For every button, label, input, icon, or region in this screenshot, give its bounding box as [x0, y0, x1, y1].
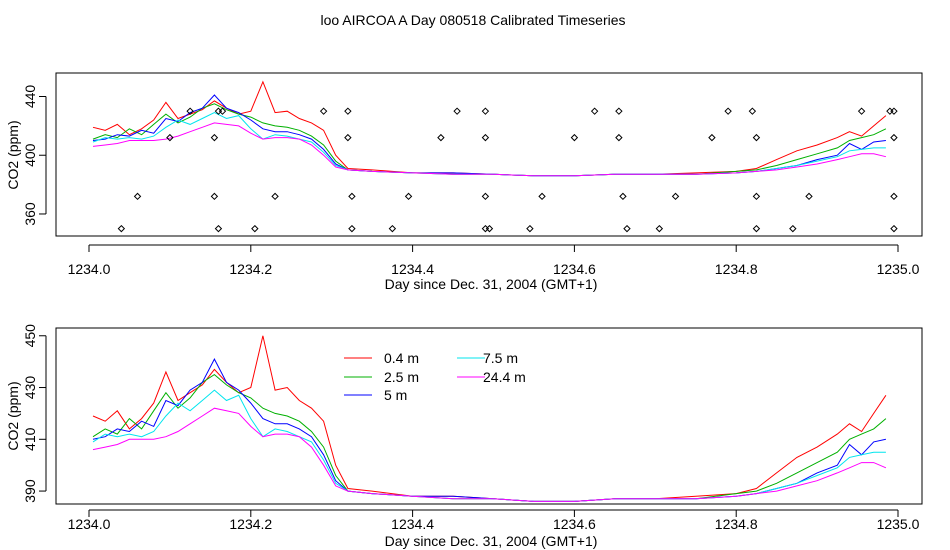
top-marker-point — [623, 224, 631, 233]
top-marker-point — [886, 107, 894, 115]
top-marker-point — [752, 133, 761, 142]
top-marker-point — [655, 224, 664, 233]
top-plot-frame — [55, 72, 923, 237]
bottom-x-tick-label: 1234.4 — [391, 516, 434, 532]
bottom-y-tick-label: 390 — [22, 479, 38, 503]
top-marker-point — [166, 133, 174, 142]
top-marker-point — [214, 224, 223, 233]
top-x-tick-label: 1234.0 — [68, 261, 111, 277]
legend-label-s244: 24.4 m — [483, 369, 526, 385]
top-x-tick-label: 1234.8 — [715, 261, 758, 277]
top-marker-point — [485, 224, 494, 233]
top-series-line-s75 — [92, 112, 886, 177]
top-marker-point — [453, 107, 461, 115]
top-marker-point — [210, 192, 219, 201]
bottom-x-tick-label: 1235.0 — [877, 516, 920, 532]
top-marker-point — [210, 133, 219, 142]
top-marker-point — [526, 224, 534, 233]
top-series-line-s244 — [92, 122, 887, 177]
top-marker-point — [708, 133, 716, 142]
top-y-axis: 360 400 440 — [22, 85, 47, 226]
top-series-group — [92, 80, 887, 177]
bottom-plot-frame — [55, 327, 923, 505]
top-x-tick-label: 1234.4 — [391, 261, 434, 277]
bottom-y-axis-label: CO2 (ppm) — [5, 381, 21, 450]
bottom-y-tick-label: 450 — [22, 324, 38, 348]
bottom-x-tick-label: 1234.8 — [715, 516, 758, 532]
top-marker-point — [857, 107, 866, 115]
top-marker-point — [805, 192, 813, 201]
top-marker-point — [752, 224, 761, 233]
top-marker-point — [615, 107, 623, 115]
top-marker-point — [404, 192, 413, 201]
top-marker-point — [748, 107, 757, 115]
top-marker-point — [481, 224, 490, 233]
top-marker-point — [481, 133, 490, 142]
top-marker-point — [615, 133, 623, 142]
top-marker-point — [890, 133, 898, 142]
top-y-tick-label: 440 — [22, 85, 38, 109]
legend-label-s5: 5 m — [384, 387, 407, 403]
legend-label-s75: 7.5 m — [483, 350, 518, 366]
top-marker-point — [481, 192, 490, 201]
top-marker-point — [344, 133, 352, 142]
top-marker-point — [789, 224, 797, 233]
top-marker-point — [590, 107, 599, 115]
top-marker-point — [538, 192, 546, 201]
top-x-axis: 1234.0 1234.2 1234.4 1234.6 1234.8 1235.0 — [68, 244, 920, 277]
top-marker-point — [570, 133, 579, 142]
top-marker-point — [388, 224, 397, 233]
top-marker-point — [133, 192, 142, 201]
top-y-axis-label: CO2 (ppm) — [5, 120, 21, 189]
top-x-tick-label: 1234.2 — [229, 261, 272, 277]
top-marker-point — [890, 107, 898, 115]
top-marker-point — [348, 224, 356, 233]
top-marker-point — [752, 192, 761, 201]
legend: 0.4 m 2.5 m 5 m 7.5 m 24.4 m — [344, 350, 526, 403]
bottom-y-tick-label: 410 — [22, 427, 38, 451]
top-marker-point — [186, 107, 194, 115]
bottom-x-tick-label: 1234.2 — [229, 516, 272, 532]
top-marker-point — [319, 107, 328, 115]
panel-top-chart: 1234.0 1234.2 1234.4 1234.6 1234.8 1235.0 360… — [5, 72, 923, 292]
top-marker-point — [481, 107, 490, 115]
top-marker-point — [437, 133, 445, 142]
top-marker-point — [344, 107, 352, 115]
top-marker-point — [619, 192, 627, 201]
top-marker-point — [117, 224, 126, 233]
top-y-tick-label: 400 — [22, 143, 38, 167]
bottom-x-tick-label: 1234.0 — [68, 516, 111, 532]
bottom-series-line-s04 — [92, 335, 887, 502]
top-y-tick-label: 360 — [22, 202, 38, 226]
bottom-series-line-s244 — [92, 407, 887, 502]
bottom-series-line-s25 — [92, 373, 887, 502]
bottom-x-axis: 1234.0 1234.2 1234.4 1234.6 1234.8 1235.0 — [68, 509, 920, 532]
top-marker-point — [671, 192, 680, 201]
legend-label-s04: 0.4 m — [384, 350, 419, 366]
top-marker-point — [890, 192, 898, 201]
top-x-tick-label: 1234.6 — [553, 261, 596, 277]
top-marker-point — [218, 107, 227, 115]
top-x-tick-label: 1235.0 — [877, 261, 920, 277]
top-marker-point — [348, 192, 356, 201]
top-series-line-s25 — [92, 103, 887, 177]
top-x-axis-label: Day since Dec. 31, 2004 (GMT+1) — [385, 276, 598, 292]
top-marker-point — [890, 224, 898, 233]
top-series-line-s04 — [92, 80, 887, 177]
bottom-y-axis: 390 410 430 450 — [22, 324, 47, 503]
bottom-x-tick-label: 1234.6 — [553, 516, 596, 532]
figure-title: loo AIRCOA A Day 080518 Calibrated Times… — [320, 12, 625, 28]
top-marker-point — [251, 224, 259, 233]
legend-label-s25: 2.5 m — [384, 369, 419, 385]
top-markers-group — [117, 107, 898, 233]
bottom-series-line-s75 — [92, 389, 886, 502]
top-marker-point — [271, 192, 279, 201]
panel-bottom-chart: 1234.0 1234.2 1234.4 1234.6 1234.8 1235.0 390… — [5, 324, 923, 549]
bottom-y-tick-label: 430 — [22, 376, 38, 400]
top-marker-point — [724, 107, 732, 115]
bottom-series-group — [92, 335, 887, 502]
bottom-x-axis-label: Day since Dec. 31, 2004 (GMT+1) — [385, 533, 598, 549]
